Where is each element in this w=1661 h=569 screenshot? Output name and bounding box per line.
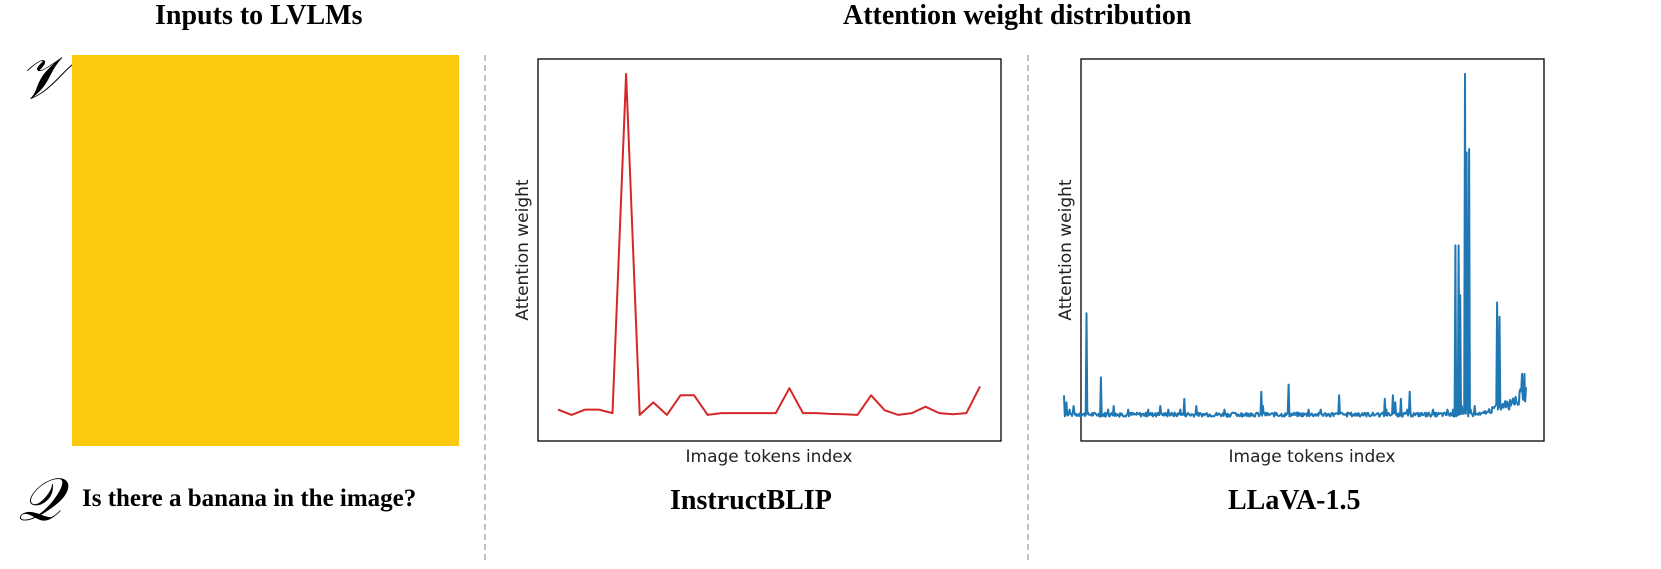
instructblip-title: InstructBLIP bbox=[670, 485, 832, 516]
inputs-header: Inputs to LVLMs bbox=[155, 0, 363, 31]
llava-x-axis-label: Image tokens index bbox=[1229, 447, 1396, 467]
instructblip-x-axis-label: Image tokens index bbox=[686, 447, 853, 467]
input-image bbox=[72, 55, 459, 446]
attention-header: Attention weight distribution bbox=[843, 0, 1192, 31]
llava-series-line bbox=[1063, 73, 1527, 418]
llava-title: LLaVA-1.5 bbox=[1228, 485, 1361, 516]
instructblip-plot-frame bbox=[537, 58, 1002, 442]
instructblip-y-axis-label: Attention weight bbox=[513, 179, 533, 321]
panel-divider-right bbox=[1027, 55, 1029, 560]
llava-chart: Image tokens index Attention weight bbox=[1056, 58, 1545, 467]
instructblip-chart: Image tokens index Attention weight bbox=[513, 58, 1002, 467]
visual-input-symbol: 𝒱 bbox=[18, 43, 68, 113]
question-text: Is there a banana in the image? bbox=[82, 485, 417, 512]
query-input-symbol: 𝒬 bbox=[18, 465, 62, 535]
instructblip-series-line bbox=[557, 73, 981, 416]
llava-y-axis-label: Attention weight bbox=[1056, 179, 1076, 321]
panel-divider-left bbox=[484, 55, 486, 560]
llava-plot-frame bbox=[1080, 58, 1545, 442]
